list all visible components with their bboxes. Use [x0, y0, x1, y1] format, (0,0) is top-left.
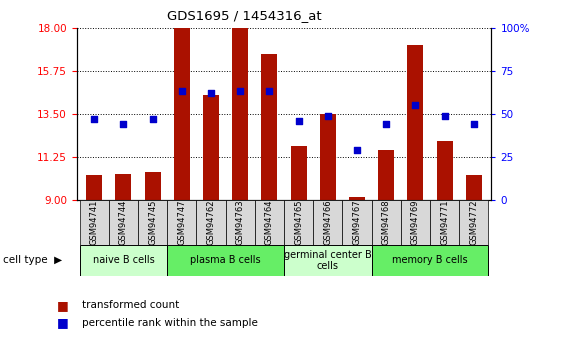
Text: GSM94766: GSM94766 [323, 200, 332, 245]
Bar [86, 175, 102, 200]
Point [294, 118, 303, 124]
Point [90, 116, 99, 122]
Bar [284, 245, 371, 276]
Bar [320, 114, 336, 200]
Point [382, 121, 391, 127]
Bar [378, 150, 394, 200]
Text: GSM94765: GSM94765 [294, 200, 303, 245]
Point [206, 90, 215, 96]
Text: GSM94764: GSM94764 [265, 200, 274, 245]
Bar [174, 28, 190, 200]
Bar [291, 146, 307, 200]
Bar [459, 200, 488, 245]
Bar [167, 200, 197, 245]
Bar [203, 95, 219, 200]
Point [353, 147, 362, 153]
Bar [109, 200, 138, 245]
Text: germinal center B
cells: germinal center B cells [284, 250, 371, 271]
Text: percentile rank within the sample: percentile rank within the sample [82, 318, 258, 327]
Text: GSM94771: GSM94771 [440, 200, 449, 245]
Bar [407, 45, 423, 200]
Text: naive B cells: naive B cells [93, 256, 154, 265]
Point [265, 89, 274, 94]
Bar [371, 200, 401, 245]
Text: GSM94768: GSM94768 [382, 200, 391, 245]
Point [411, 102, 420, 108]
Point [469, 121, 478, 127]
Text: GSM94747: GSM94747 [177, 200, 186, 245]
Point [148, 116, 157, 122]
Text: memory B cells: memory B cells [392, 256, 468, 265]
Bar [255, 200, 284, 245]
Bar [401, 200, 430, 245]
Bar [80, 245, 167, 276]
Bar [115, 174, 131, 200]
Text: GSM94767: GSM94767 [353, 200, 361, 245]
Bar [343, 200, 371, 245]
Bar [466, 175, 482, 200]
Text: GSM94741: GSM94741 [90, 200, 99, 245]
Text: GSM94763: GSM94763 [236, 200, 245, 245]
Text: transformed count: transformed count [82, 300, 179, 310]
Text: GSM94745: GSM94745 [148, 200, 157, 245]
Bar [197, 200, 225, 245]
Bar [284, 200, 313, 245]
Text: plasma B cells: plasma B cells [190, 256, 261, 265]
Bar [261, 55, 277, 200]
Text: ■: ■ [57, 299, 69, 312]
Text: ■: ■ [57, 316, 69, 329]
Bar [371, 245, 488, 276]
Point [440, 113, 449, 118]
Text: GSM94762: GSM94762 [207, 200, 215, 245]
Bar [225, 200, 255, 245]
Bar [138, 200, 167, 245]
Bar [349, 197, 365, 200]
Bar [80, 200, 109, 245]
Text: GSM94769: GSM94769 [411, 200, 420, 245]
Bar [313, 200, 343, 245]
Bar [145, 172, 161, 200]
Text: GSM94744: GSM94744 [119, 200, 128, 245]
Point [177, 89, 186, 94]
Bar [437, 141, 453, 200]
Text: GSM94772: GSM94772 [469, 200, 478, 245]
Text: GDS1695 / 1454316_at: GDS1695 / 1454316_at [167, 9, 321, 22]
Point [323, 113, 332, 118]
Bar [430, 200, 459, 245]
Bar [232, 28, 248, 200]
Bar [167, 245, 284, 276]
Text: cell type  ▶: cell type ▶ [3, 256, 62, 265]
Point [236, 89, 245, 94]
Point [119, 121, 128, 127]
